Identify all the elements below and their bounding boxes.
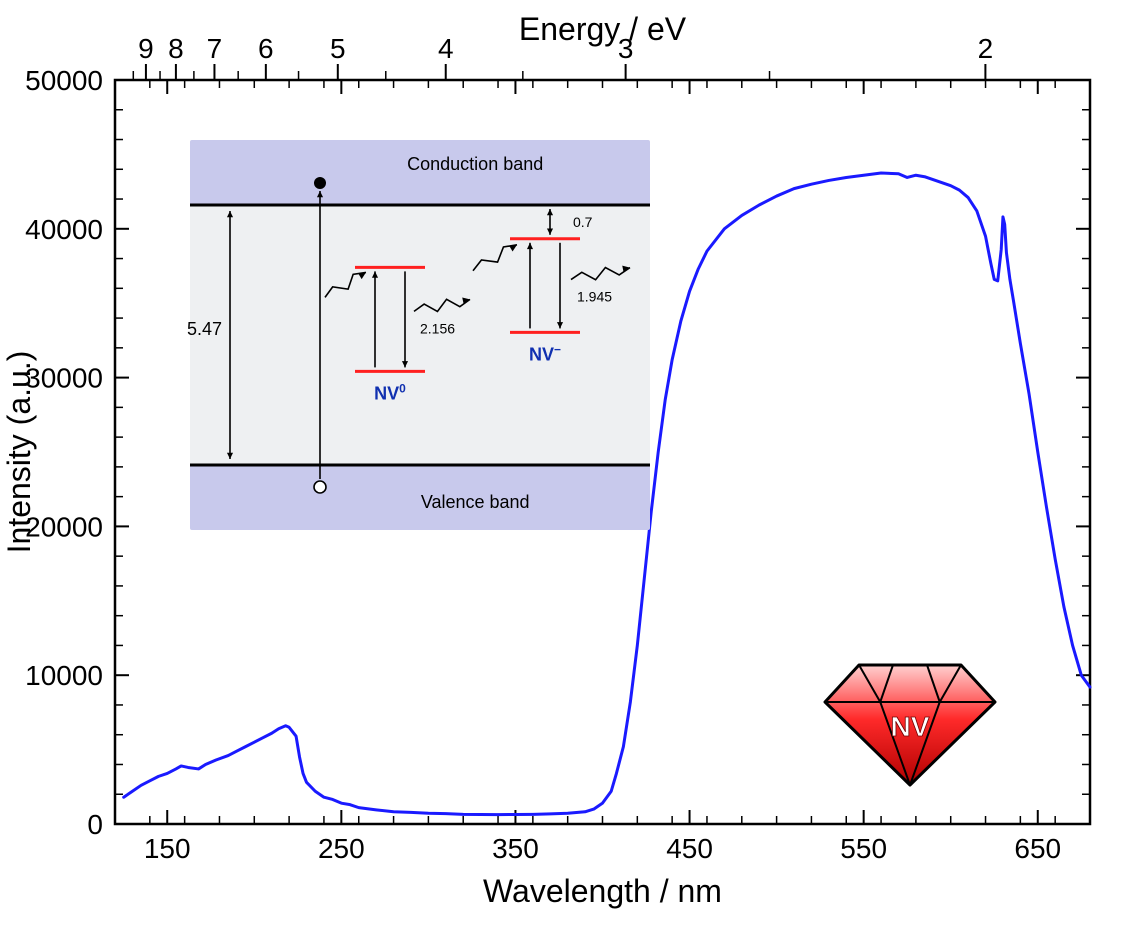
x2-axis-label: Energy / eV [519,11,687,47]
x-tick-label: 350 [492,833,539,864]
nv-diamond-icon: NV [825,665,995,785]
nv0-gap-value: 2.156 [420,320,455,336]
x2-tick-label: 4 [438,33,454,64]
nvm-gap-value: 1.945 [577,289,612,305]
x2-tick-label: 5 [330,33,346,64]
y-axis-label: Intensity (a.u.) [1,351,37,554]
x2-tick-label: 9 [138,33,154,64]
x2-tick-label: 8 [168,33,184,64]
nvm-top-value: 0.7 [573,214,593,230]
x2-tick-label: 6 [258,33,274,64]
y-tick-label: 10000 [25,660,103,691]
x-tick-label: 150 [144,833,191,864]
x-tick-label: 250 [318,833,365,864]
x-tick-label: 450 [666,833,713,864]
x-tick-label: 650 [1014,833,1061,864]
inset-band-diagram: Conduction bandValence band5.472.156NV00… [187,140,650,530]
x2-tick-label: 7 [207,33,223,64]
y-tick-label: 50000 [25,65,103,96]
spectrum-chart: 150 250 350 450 550 650 Wavelength / nm 0 10000 2… [0,0,1127,934]
y-tick-label: 40000 [25,214,103,245]
conduction-band-label: Conduction band [407,154,543,174]
x2-tick-label: 2 [978,33,994,64]
valence-band-label: Valence band [421,492,530,512]
diamond-label: NV [891,711,930,742]
x-tick-label: 550 [840,833,887,864]
x2-tick-label: 3 [618,33,634,64]
x-axis-label: Wavelength / nm [483,873,722,909]
bandgap-value: 5.47 [187,319,222,339]
y-tick-label: 0 [87,809,103,840]
